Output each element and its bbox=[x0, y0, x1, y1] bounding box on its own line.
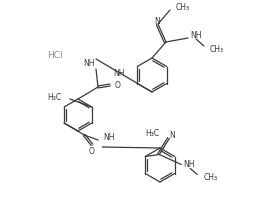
Text: H₃C: H₃C bbox=[145, 129, 159, 138]
Text: NH: NH bbox=[183, 160, 195, 169]
Text: NH: NH bbox=[83, 60, 95, 68]
Text: NH: NH bbox=[190, 31, 202, 39]
Text: CH₃: CH₃ bbox=[203, 173, 217, 182]
Text: O: O bbox=[88, 147, 94, 157]
Text: N: N bbox=[169, 131, 175, 140]
Text: NH: NH bbox=[103, 132, 115, 142]
Text: N: N bbox=[154, 17, 160, 27]
Text: O: O bbox=[115, 81, 121, 89]
Text: HCl: HCl bbox=[47, 50, 63, 60]
Text: CH₃: CH₃ bbox=[176, 2, 190, 12]
Text: NH: NH bbox=[113, 69, 125, 78]
Text: H₃C: H₃C bbox=[48, 93, 62, 103]
Text: CH₃: CH₃ bbox=[210, 45, 224, 54]
